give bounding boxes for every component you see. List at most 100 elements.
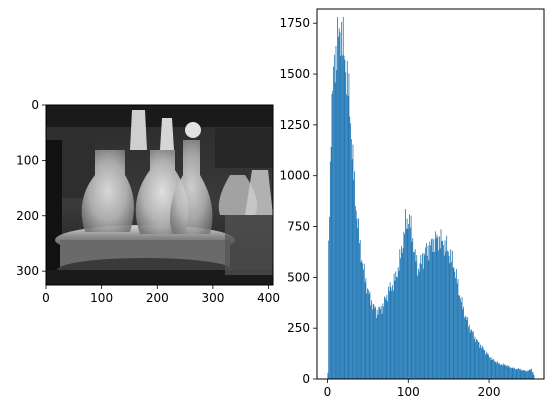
histogram-bar — [354, 206, 356, 379]
histogram-bar — [381, 313, 383, 379]
histogram-bar — [366, 293, 368, 379]
histogram-bar — [464, 317, 465, 379]
histogram-bar — [346, 94, 347, 379]
histogram-bar — [436, 234, 438, 379]
histogram-bar — [394, 280, 396, 379]
histogram-bar — [510, 368, 512, 379]
histogram-bar — [514, 367, 515, 379]
histogram-bar — [340, 56, 342, 380]
histogram-bar — [480, 344, 481, 379]
histogram-bar — [467, 317, 469, 379]
histogram-bar — [422, 253, 423, 379]
histogram-bar — [432, 251, 434, 379]
histogram-bar — [342, 16, 344, 379]
histogram-bar — [396, 277, 398, 379]
histogram-bar — [334, 82, 336, 379]
histogram-bar — [411, 241, 413, 379]
histogram-bar — [327, 372, 329, 379]
histogram-bar — [476, 339, 477, 379]
histogram-bar — [506, 365, 508, 379]
histogram-y-tick-label: 250 — [287, 321, 310, 335]
histogram-y-tick-label: 750 — [287, 220, 310, 234]
histogram-bar — [527, 370, 528, 379]
histogram-bar — [376, 310, 378, 379]
histogram-bar — [533, 374, 535, 379]
histogram-bar — [470, 329, 472, 379]
histogram-bar — [426, 255, 428, 379]
histogram-bar — [338, 36, 339, 379]
histogram-bar — [485, 351, 487, 379]
histogram-bar — [378, 306, 380, 379]
histogram-bar — [351, 159, 353, 379]
histogram-bar — [486, 354, 488, 379]
histogram-bar — [349, 116, 351, 379]
histogram-bar — [466, 319, 468, 379]
histogram-bar — [338, 28, 340, 379]
histogram-bar — [490, 359, 492, 379]
histogram-bar — [388, 291, 390, 379]
histogram-bar — [472, 331, 474, 379]
histogram-bar — [519, 368, 521, 379]
image-x-tick-label: 100 — [90, 291, 113, 305]
histogram-bar — [375, 306, 376, 379]
histogram-bar — [463, 306, 465, 379]
histogram-bar — [455, 268, 457, 379]
histogram-bar — [406, 218, 408, 379]
histogram-bar — [392, 290, 394, 379]
histogram-bar — [484, 349, 486, 379]
histogram-bar — [461, 296, 463, 379]
histogram-bar — [485, 354, 486, 379]
histogram-bar — [521, 369, 523, 379]
histogram-bar — [418, 271, 420, 379]
histogram-bar — [386, 294, 388, 379]
histogram-bar — [489, 357, 490, 379]
histogram-bar — [409, 214, 410, 379]
histogram-bar — [380, 305, 382, 379]
histogram-x-tick-label: 0 — [324, 385, 332, 399]
histogram-bar — [493, 358, 494, 379]
histogram-bar — [522, 370, 524, 379]
image-x-tick-label: 0 — [42, 291, 50, 305]
histogram-bar — [520, 370, 522, 379]
histogram-bar — [405, 209, 406, 379]
image-subplot: 0 100 200 300 400 0 100 200 300 — [16, 98, 280, 305]
histogram-bar — [420, 255, 422, 379]
histogram-bar — [451, 250, 453, 379]
histogram-bar — [367, 288, 368, 379]
histogram-bar — [372, 303, 374, 379]
histogram-bar — [505, 365, 507, 379]
histogram-bar — [475, 341, 477, 379]
histogram-bar — [357, 227, 359, 379]
histogram-bar — [339, 32, 341, 380]
histogram-bar — [343, 55, 345, 379]
histogram-bar — [431, 238, 433, 379]
image-y-ticks: 0 100 200 300 — [16, 98, 46, 278]
histogram-bar — [413, 252, 415, 379]
histogram-bar — [451, 261, 452, 379]
histogram-bar — [341, 21, 343, 380]
histogram-bar — [363, 269, 364, 379]
histogram-bar — [330, 146, 332, 379]
histogram-bar — [440, 229, 442, 379]
image-x-tick-label: 300 — [201, 291, 224, 305]
histogram-bar — [402, 248, 404, 379]
histogram-bar — [517, 368, 519, 379]
histogram-bar — [455, 277, 456, 379]
histogram-y-ticks: 0 250 500 750 1000 1250 1500 1750 — [279, 16, 317, 386]
histogram-bar — [525, 370, 527, 379]
histogram-bar — [429, 241, 431, 379]
histogram-bar — [528, 370, 530, 379]
histogram-bar — [509, 367, 511, 379]
histogram-bar — [404, 234, 406, 379]
histogram-bar — [427, 245, 429, 379]
histogram-bar — [399, 249, 401, 379]
histogram-bar — [409, 227, 411, 379]
histogram-bar — [527, 370, 529, 379]
histogram-bar — [499, 364, 501, 379]
histogram-bar — [460, 302, 462, 379]
histogram-bar — [387, 301, 389, 379]
histogram-bar — [434, 252, 435, 379]
histogram-bar — [477, 342, 479, 379]
histogram-bar — [417, 268, 419, 379]
histogram-bar — [398, 270, 400, 379]
